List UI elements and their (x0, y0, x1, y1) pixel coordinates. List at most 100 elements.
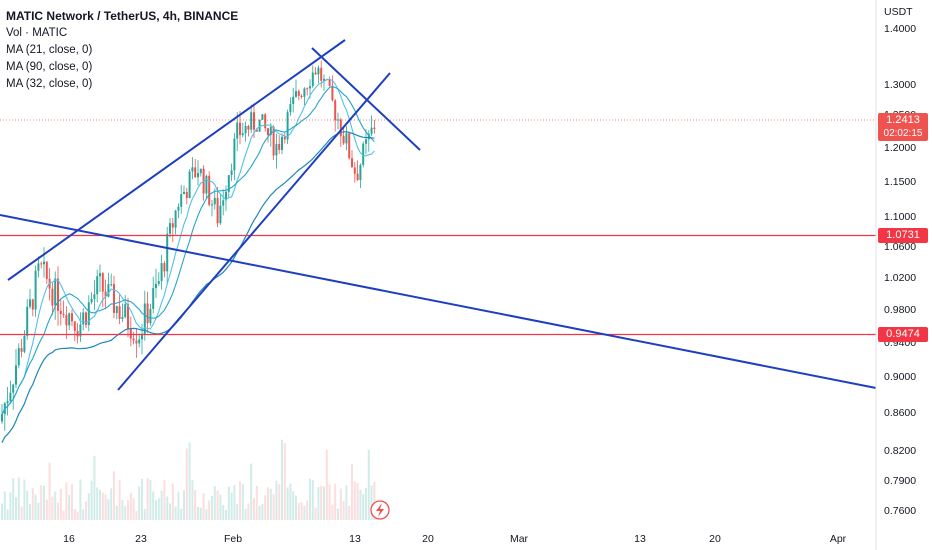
volume-bar (26, 490, 29, 520)
volume-bar (57, 502, 59, 520)
volume-bar (48, 462, 51, 520)
volume-bar (113, 471, 115, 520)
candle-body (339, 119, 342, 137)
volume-bar (283, 442, 286, 520)
candle-body (219, 205, 222, 224)
price-tick-label: 1.2000 (884, 142, 916, 154)
volume-bar (6, 509, 9, 520)
volume-bar (129, 492, 132, 520)
candle-body (34, 270, 37, 310)
volume-bar (247, 503, 250, 520)
volume-bar (68, 494, 71, 520)
candle-body (356, 173, 359, 181)
candle-body (124, 304, 127, 318)
candle-body (163, 263, 166, 272)
volume-bar (373, 481, 376, 520)
candle-body (353, 167, 356, 174)
channel-lower-line (117, 72, 391, 391)
volume-bar (261, 504, 264, 520)
volume-bar (177, 492, 180, 520)
volume-bar (202, 493, 205, 520)
volume-bar (62, 510, 65, 520)
volume-bar (9, 492, 12, 520)
level-high-tag: 1.0731 (878, 228, 928, 243)
candle-body (334, 100, 337, 121)
volume-bar (278, 484, 281, 520)
candle-body (90, 298, 93, 303)
candle-body (157, 281, 160, 284)
volume-bar (146, 478, 149, 520)
candle-body (337, 119, 339, 121)
price-tick-label: 0.8200 (884, 445, 916, 457)
volume-bar (143, 508, 146, 520)
candle-body (269, 126, 272, 136)
candle-body (62, 313, 65, 315)
candle-body (309, 86, 311, 89)
candle-body (48, 278, 51, 289)
volume-bar (236, 503, 239, 520)
volume-bars (1, 439, 376, 520)
candle-body (110, 284, 113, 286)
candle-body (191, 167, 194, 172)
candle-body (141, 333, 143, 340)
trend-lines[interactable] (0, 39, 877, 391)
volume-bar (132, 498, 135, 520)
candle-body (216, 197, 219, 224)
volume-indicator-label[interactable]: Vol · MATIC (6, 27, 68, 39)
candle-body (115, 306, 118, 313)
candle-body (292, 96, 295, 105)
candle-body (303, 88, 306, 97)
candle-body (26, 306, 29, 336)
candle-body (143, 303, 146, 334)
ma-32-label[interactable]: MA (32, close, 0) (6, 78, 93, 90)
candle-body (132, 338, 135, 341)
candle-body (278, 143, 281, 150)
price-axis[interactable]: 1.40001.30001.25001.20001.15001.10001.06… (884, 23, 916, 517)
volume-bar (82, 509, 85, 520)
volume-bar (76, 511, 79, 520)
volume-bar (269, 488, 272, 520)
price-tick-label: 1.3000 (884, 79, 916, 91)
volume-bar (85, 501, 87, 520)
volume-bar (12, 478, 15, 520)
candle-body (6, 401, 9, 404)
volume-bar (188, 442, 191, 520)
volume-bar (37, 502, 40, 520)
candle-body (241, 133, 244, 136)
ma-21-label[interactable]: MA (21, close, 0) (6, 44, 93, 56)
candle-body (233, 138, 236, 171)
candle-body (188, 171, 191, 199)
volume-bar (314, 507, 317, 520)
candle-body (281, 136, 283, 150)
volume-bar (115, 505, 118, 520)
candle-body (54, 278, 57, 306)
time-tick-label: 20 (709, 533, 721, 545)
volume-bar (225, 509, 227, 520)
candle-body (314, 72, 317, 75)
volume-bar (303, 505, 306, 520)
candle-body (82, 312, 85, 325)
volume-bar (339, 488, 342, 520)
event-flash-icon[interactable] (370, 500, 390, 520)
time-tick-label: 13 (349, 533, 361, 545)
candle-body (129, 328, 132, 339)
volume-bar (216, 490, 219, 520)
volume-bar (199, 507, 202, 520)
price-tick-label: 1.0600 (884, 241, 916, 253)
time-axis[interactable]: 16 23 Feb 13 20 Mar 13 20 Apr (63, 533, 847, 545)
volume-bar (93, 455, 96, 520)
candle-body (127, 304, 129, 329)
candle-body (373, 127, 376, 129)
ma-90-label[interactable]: MA (90, close, 0) (6, 61, 93, 73)
price-tick-label: 0.7900 (884, 475, 916, 487)
bar-countdown: 02:02:15 (883, 128, 923, 139)
volume-bar (348, 505, 351, 520)
price-tick-label: 1.0200 (884, 272, 916, 284)
candle-body (43, 261, 45, 265)
symbol-title[interactable]: MATIC Network / TetherUS, 4h, BINANCE (6, 9, 239, 23)
candle-body (283, 136, 286, 140)
currency-unit[interactable]: USDT (884, 6, 913, 18)
volume-bar (297, 503, 300, 520)
volume-bar (320, 485, 323, 520)
